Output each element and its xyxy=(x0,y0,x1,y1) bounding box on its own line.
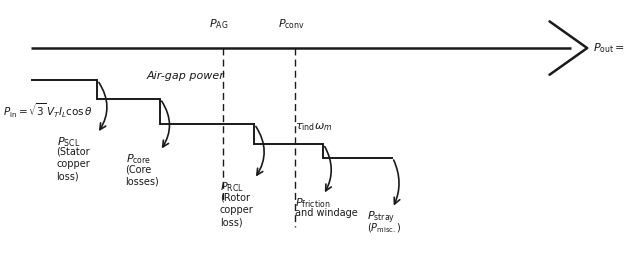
Text: $P_\mathrm{AG}$: $P_\mathrm{AG}$ xyxy=(209,17,228,31)
Text: $P_\mathrm{friction}$: $P_\mathrm{friction}$ xyxy=(295,196,330,210)
Text: $(P_\mathrm{misc.})$: $(P_\mathrm{misc.})$ xyxy=(367,222,402,235)
Text: $P_\mathrm{core}$: $P_\mathrm{core}$ xyxy=(126,152,151,166)
Text: (Core
losses): (Core losses) xyxy=(126,164,160,187)
Text: (Stator
copper
loss): (Stator copper loss) xyxy=(57,147,90,182)
Text: $P_\mathrm{RCL}$: $P_\mathrm{RCL}$ xyxy=(220,180,244,194)
Text: $P_\mathrm{conv}$: $P_\mathrm{conv}$ xyxy=(278,17,306,31)
Text: (Rotor
copper
loss): (Rotor copper loss) xyxy=(220,192,254,227)
Text: $P_\mathrm{stray}$: $P_\mathrm{stray}$ xyxy=(367,210,396,226)
Text: $P_\mathrm{SCL}$: $P_\mathrm{SCL}$ xyxy=(57,135,80,149)
Text: $\tau_\mathrm{ind}\omega_m$: $\tau_\mathrm{ind}\omega_m$ xyxy=(295,121,333,133)
Text: and windage: and windage xyxy=(295,208,358,218)
Text: $P_\mathrm{in} = \sqrt{3}\,V_T I_L \cos\theta$: $P_\mathrm{in} = \sqrt{3}\,V_T I_L \cos\… xyxy=(3,101,93,120)
Text: Air-gap power: Air-gap power xyxy=(146,71,224,81)
Text: $P_\mathrm{out} = \tau_\mathrm{load}\omega_m$: $P_\mathrm{out} = \tau_\mathrm{load}\ome… xyxy=(593,41,628,55)
